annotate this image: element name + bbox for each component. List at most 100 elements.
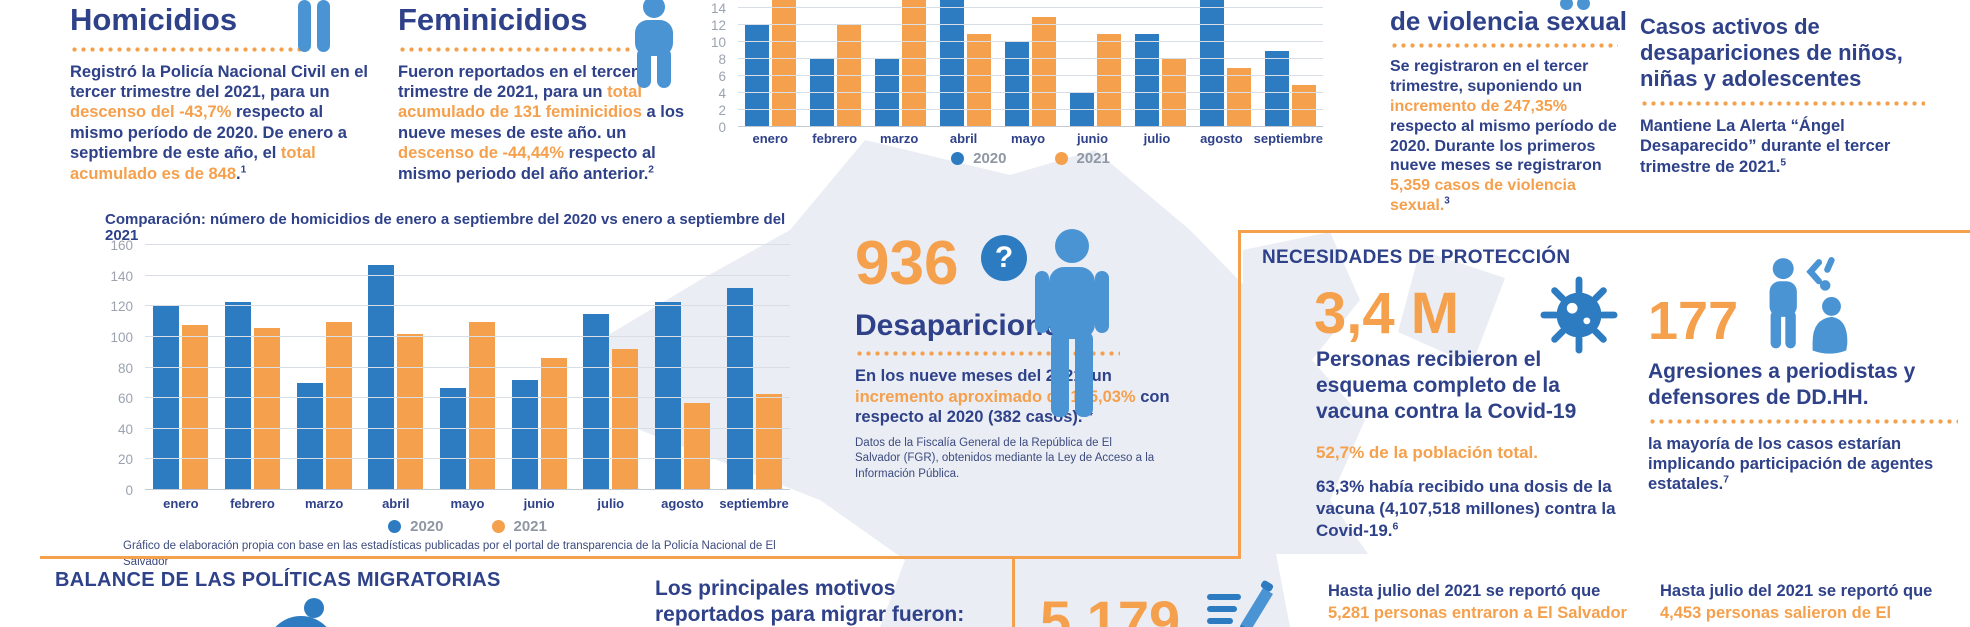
bar-2021-agosto	[1227, 67, 1251, 127]
violencia-title: de violencia sexual	[1390, 6, 1628, 36]
chart-title: Comparación: número de homicidios de ene…	[105, 211, 786, 244]
entradas-body: Hasta julio del 2021 se reportó que 5,28…	[1328, 582, 1627, 623]
legend-item-2020: 2020	[388, 518, 444, 535]
y-axis: 0 20 40 60 80 100 120 140 160	[105, 238, 141, 498]
dotted-separator	[398, 46, 633, 52]
person-icon	[635, 0, 673, 88]
legend-item-2021: 2021	[1054, 150, 1110, 167]
vacuna-body: 63,3% había recibido una dosis de la vac…	[1316, 477, 1616, 541]
chart-plot	[738, 0, 1323, 127]
desapariciones-title: Desapariciones	[855, 308, 1077, 342]
y-tick-0: 0	[718, 120, 726, 135]
ninos-title: Casos activos de desapariciones de niños…	[1640, 14, 1903, 91]
bar-2021-septiembre	[1292, 84, 1316, 127]
gridline-0	[145, 489, 790, 490]
bar-2021-junio	[540, 358, 567, 490]
bar-2021-enero	[772, 0, 796, 127]
bar-group-abril	[368, 244, 424, 490]
vertical-divider	[1012, 556, 1015, 627]
bar-2020-agosto	[654, 301, 681, 490]
gridline-160	[145, 244, 790, 246]
x-label-marzo: marzo	[304, 496, 344, 511]
person-circle-icon	[266, 596, 346, 627]
legend-label-2021: 2021	[1076, 150, 1110, 167]
bar-group-enero	[745, 0, 796, 127]
bar-2020-marzo	[875, 59, 899, 127]
bar-2020-marzo	[296, 382, 323, 490]
y-tick-6: 6	[718, 69, 726, 84]
section-proteccion: NECESIDADES DE PROTECCIÓN 3,4 M Personas…	[1262, 248, 1642, 542]
x-label-abril: abril	[949, 131, 978, 146]
aggression-icon	[1769, 257, 1848, 354]
x-label-septiembre: septiembre	[1253, 131, 1323, 146]
legend-label-2020: 2020	[973, 150, 1007, 167]
legend-item-2020: 2020	[951, 150, 1007, 167]
bar-2021-junio	[1097, 33, 1121, 127]
bar-2020-enero	[745, 25, 769, 127]
bar-2021-mayo	[468, 321, 495, 490]
bar-group-marzo	[875, 0, 926, 127]
y-tick-160: 160	[110, 238, 133, 254]
bar-2020-febrero	[224, 301, 251, 490]
vacuna-label: Personas recibieron el esquema completo …	[1316, 348, 1577, 424]
bar-2021-febrero	[837, 25, 861, 127]
chart-plot	[145, 244, 790, 490]
section-balance: BALANCE DE LAS POLÍTICAS MIGRATORIAS	[55, 570, 555, 591]
bar-2020-enero	[153, 306, 180, 490]
bar-group-septiembre	[726, 244, 782, 490]
y-tick-100: 100	[110, 330, 133, 345]
y-tick-14: 14	[710, 1, 726, 16]
homicidios-comparison-chart: Comparación: número de homicidios de ene…	[105, 211, 805, 568]
section-violencia-sexual: Casos de violencia sexual Se registraron…	[1390, 0, 1635, 216]
bar-group-julio	[1135, 0, 1186, 127]
bar-2021-abril	[967, 33, 991, 127]
motivos-text: Los principales motivos reportados para …	[655, 577, 965, 626]
bar-2020-febrero	[810, 59, 834, 127]
bar-2021-abril	[397, 333, 424, 490]
dotted-separator	[1648, 418, 1958, 424]
x-axis-labels: enero febrero marzo abril mayo junio julio agos…	[738, 131, 1323, 146]
bar-group-febrero	[810, 0, 861, 127]
x-axis-labels: enero febrero marzo abril mayo junio julio agos…	[145, 496, 790, 511]
x-label-agosto: agosto	[661, 496, 704, 511]
bar-2021-febrero	[253, 327, 280, 490]
legend-dot-blue	[951, 152, 965, 165]
violencia-body: Se registraron en el tercer trimestre, s…	[1390, 58, 1617, 215]
section-homicidios: Homicidios Registró la Policía Nacional …	[70, 0, 382, 184]
gridline-10	[738, 41, 1323, 42]
x-label-febrero: febrero	[812, 131, 858, 146]
bar-group-julio	[583, 244, 639, 490]
section-motivos: Los principales motivos reportados para …	[655, 576, 1000, 627]
dotted-separator	[1390, 43, 1618, 49]
clipped-stat-orange: 20	[1654, 0, 1705, 10]
y-axis: 0 2 4 6 8 10 12 14	[700, 0, 734, 135]
gridline-140	[145, 274, 790, 276]
bar-2020-junio	[1070, 93, 1094, 127]
person-legs-icon	[298, 0, 330, 52]
vacuna-stat: 3,4 M	[1314, 280, 1460, 346]
legend-dot-orange	[491, 520, 505, 533]
y-tick-120: 120	[110, 299, 133, 315]
x-label-enero: enero	[752, 131, 788, 146]
gridline-40	[145, 427, 790, 429]
protection-box-left-border	[1238, 230, 1241, 559]
x-label-julio: julio	[597, 496, 625, 511]
homicidios-body: Registró la Policía Nacional Civil en el…	[70, 62, 369, 183]
feminicidios-monthly-chart: 0 2 4 6 8 10 12 14 enero febrero marzo abril mayo ju…	[700, 0, 1340, 175]
x-label-febrero: febrero	[230, 496, 275, 511]
y-tick-0: 0	[125, 483, 133, 498]
x-label-marzo: marzo	[879, 131, 919, 146]
x-label-julio: julio	[1143, 131, 1171, 146]
feminicidios-body: Fueron reportados en el tercer trimestre…	[398, 62, 685, 183]
bottom-divider	[40, 556, 1241, 559]
x-label-septiembre: septiembre	[719, 496, 789, 511]
section-ninos-desaparecidos: 20 12 Casos activos de desapariciones de…	[1640, 0, 1940, 177]
chart-legend: 2020 2021	[145, 518, 790, 535]
bar-2021-marzo	[325, 321, 352, 490]
y-tick-20: 20	[117, 452, 133, 468]
section-desapariciones: 936 ? Desapariciones En los nueve meses …	[855, 229, 1185, 482]
bar-group-junio	[511, 244, 567, 490]
y-tick-4: 4	[718, 86, 726, 101]
x-label-agosto: agosto	[1200, 131, 1243, 146]
bar-group-mayo	[439, 244, 495, 490]
